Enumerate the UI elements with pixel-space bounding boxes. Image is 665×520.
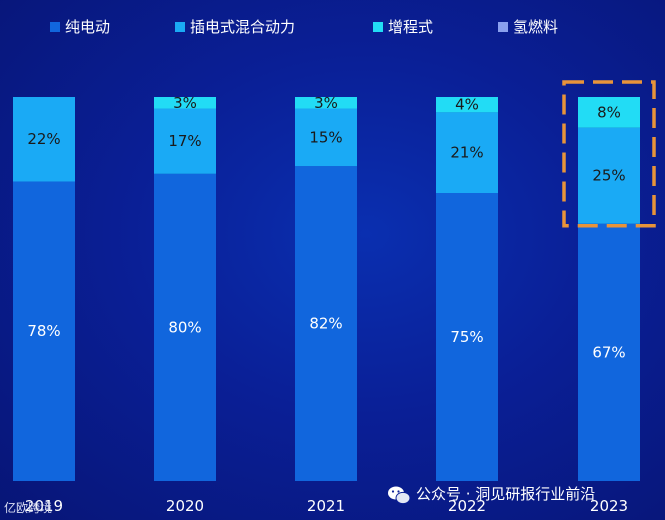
data-label-2021-series-3: 3% <box>314 94 338 112</box>
stack-2020: 80% 17% 3% <box>154 94 216 482</box>
legend-swatch-4 <box>498 22 508 32</box>
data-label-2021-series-2: 15% <box>309 128 342 146</box>
bar-2020-series-3 <box>154 97 216 109</box>
watermark: 公众号 · 洞见研报行业前沿 <box>388 485 595 505</box>
stack-2019: 78% 22% <box>13 97 75 482</box>
tick-label-2023: 2023 <box>590 497 628 515</box>
bar-2023-series-3 <box>578 97 640 128</box>
legend-label-4: 氢燃料 <box>513 18 558 36</box>
bar-2023-series-1 <box>578 223 640 481</box>
bar-2021-series-3 <box>295 97 357 109</box>
data-label-2021-series-1: 82% <box>309 315 342 333</box>
stack-2022: 75% 21% 4% <box>436 96 498 481</box>
bar-2019-series-1 <box>13 181 75 482</box>
bar-2020-series-2 <box>154 108 216 174</box>
bar-2019-series-2 <box>13 97 75 182</box>
legend-swatch-2 <box>175 22 185 32</box>
tick-label-2020: 2020 <box>166 497 204 515</box>
chart-legend: 纯电动 插电式混合动力 增程式 氢燃料 <box>50 18 558 36</box>
data-label-2020-series-2: 17% <box>168 132 201 150</box>
wechat-icon <box>388 486 411 505</box>
data-label-2019-series-2: 22% <box>27 130 60 148</box>
bar-2021-series-1 <box>295 166 357 481</box>
data-label-2023-series-1: 67% <box>592 343 625 361</box>
data-label-2022-series-3: 4% <box>455 96 479 114</box>
bar-2020-series-1 <box>154 173 216 482</box>
data-label-2023-series-2: 25% <box>592 167 625 185</box>
bar-2022-series-2 <box>436 112 498 193</box>
tick-label-2022: 2022 <box>448 497 486 515</box>
x-axis-ticks: 2019 2020 2021 2022 2023 <box>25 497 628 515</box>
bar-2021-series-2 <box>295 108 357 167</box>
corner-mark-text: 亿欧跨境 <box>4 500 52 515</box>
bar-stacks: 78% 22% 80% 17% 3% 82% 15% 3% 75% 21% 4% 67% 25% 8% <box>13 94 640 482</box>
tick-label-2019: 2019 <box>25 497 63 515</box>
legend-label-1: 纯电动 <box>65 18 110 36</box>
bar-2022-series-1 <box>436 193 498 481</box>
stack-2021: 82% 15% 3% <box>295 94 357 481</box>
legend-swatch-3 <box>373 22 383 32</box>
legend-label-2: 插电式混合动力 <box>190 18 295 36</box>
data-label-2022-series-2: 21% <box>450 144 483 162</box>
tick-label-2021: 2021 <box>307 497 345 515</box>
legend-label-3: 增程式 <box>388 18 433 36</box>
legend-swatch-1 <box>50 22 60 32</box>
data-label-2020-series-1: 80% <box>168 318 201 336</box>
highlight-box <box>562 80 656 228</box>
watermark-text: 公众号 · 洞见研报行业前沿 <box>416 485 595 503</box>
stack-2023: 67% 25% 8% <box>578 97 640 481</box>
data-label-2023-series-3: 8% <box>597 103 621 121</box>
data-label-2020-series-3: 3% <box>173 94 197 112</box>
bar-2023-series-2 <box>578 127 640 224</box>
bar-2022-series-3 <box>436 97 498 113</box>
data-label-2022-series-1: 75% <box>450 328 483 346</box>
corner-mark: 亿欧跨境 <box>4 500 52 515</box>
data-label-2019-series-1: 78% <box>27 322 60 340</box>
